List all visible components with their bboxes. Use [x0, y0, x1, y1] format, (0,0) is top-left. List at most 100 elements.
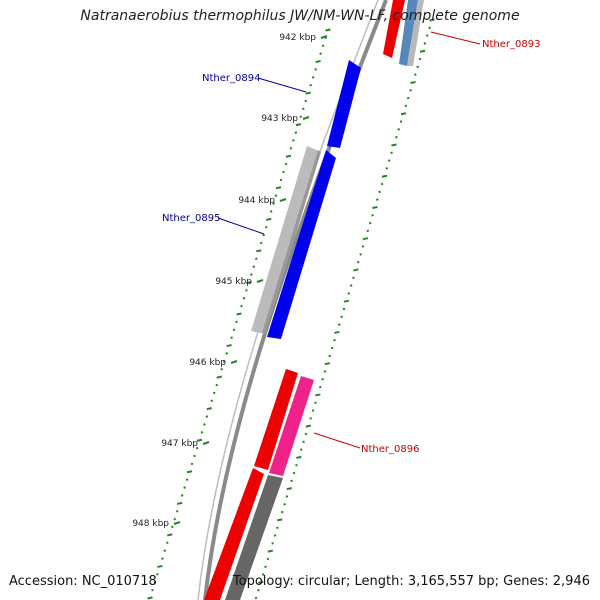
- lower-red-strand: [204, 468, 264, 600]
- right-ring-dot: [429, 18, 435, 22]
- right-ring-dot: [414, 73, 417, 76]
- left-ring-dot: [183, 486, 186, 489]
- left-ring-dot: [264, 225, 268, 229]
- right-ring-dot: [261, 573, 265, 576]
- left-ring-dot: [311, 76, 315, 79]
- right-ring-dot: [340, 315, 343, 319]
- right-ring-dot: [390, 151, 393, 155]
- right-ring-dot: [347, 292, 351, 295]
- left-ring-dot: [190, 462, 194, 466]
- left-ring-dot: [222, 360, 226, 363]
- left-ring-dot: [186, 470, 193, 474]
- right-ring-dot: [305, 424, 312, 428]
- gene-block-0893-grey: [407, 0, 424, 66]
- left-ring-dot: [274, 194, 278, 197]
- leader-0896: [313, 432, 361, 449]
- leader-0894: [257, 77, 307, 93]
- accession-label: Accession: NC_010718: [9, 574, 157, 589]
- left-ring-dot: [240, 304, 243, 308]
- left-ring-dot: [321, 44, 325, 48]
- left-ring-dot: [210, 399, 214, 403]
- right-ring-dot: [318, 385, 322, 389]
- left-ring-dot: [282, 170, 285, 174]
- gene-block-0895-blue: [267, 150, 336, 339]
- right-ring-dot: [428, 26, 431, 30]
- gene-block-0896-red: [254, 369, 298, 470]
- left-ring-dot: [255, 257, 258, 261]
- left-ring-dot: [252, 265, 256, 268]
- right-ring-dot: [361, 245, 365, 248]
- left-ring-dot: [220, 367, 223, 371]
- left-ring-dot: [176, 501, 183, 505]
- left-ring-dot: [175, 509, 179, 513]
- right-ring-dot: [283, 503, 286, 506]
- right-ring-dot: [376, 198, 379, 201]
- tick-mark: [302, 116, 310, 120]
- right-ring-dot: [368, 221, 372, 225]
- left-ring-dot: [314, 68, 317, 71]
- right-ring-dot: [264, 565, 267, 569]
- left-ring-dot: [153, 580, 157, 584]
- left-ring-dot: [167, 533, 173, 537]
- left-ring-dot: [232, 328, 236, 332]
- left-ring-dot: [163, 549, 167, 552]
- right-ring-dot: [321, 378, 324, 381]
- right-ring-dot: [349, 284, 353, 287]
- right-ring-dot: [416, 65, 420, 69]
- left-ring-dot: [180, 494, 184, 497]
- left-ring-dot: [216, 375, 222, 379]
- topology-label: Topology: circular; Length: 3,165,557 bp…: [232, 574, 590, 589]
- tick-label: 944 kbp: [238, 196, 275, 206]
- gene-label-lines: [217, 31, 481, 449]
- right-ring-dot: [380, 182, 384, 186]
- gene-label-0893: Nther_0893: [482, 39, 540, 50]
- left-ring-dot: [305, 91, 311, 95]
- left-ring-dot: [193, 454, 196, 458]
- right-ring-dot: [378, 190, 381, 194]
- tick-mark: [279, 198, 287, 202]
- tick-label: 948 kbp: [132, 519, 169, 529]
- gene-block-0896-magenta: [269, 376, 314, 476]
- gene-label-0894: Nther_0894: [202, 73, 260, 84]
- left-ring-dot: [246, 280, 252, 284]
- left-ring-dot: [324, 36, 327, 40]
- right-ring-dot: [353, 268, 359, 272]
- gene-block-0893-lightblue: [399, 0, 418, 66]
- left-ring-dot: [289, 147, 293, 150]
- right-ring-dot: [257, 588, 260, 592]
- right-ring-dot: [356, 260, 360, 264]
- lower-grey-strand: [225, 475, 283, 600]
- right-ring-dot: [286, 487, 292, 491]
- left-ring-dot: [315, 60, 321, 64]
- left-ring-dot: [151, 588, 154, 592]
- left-ring-dot: [236, 312, 242, 316]
- left-ring-dot: [309, 83, 312, 87]
- leader-0895: [217, 217, 265, 235]
- tick-label: 946 kbp: [189, 358, 226, 368]
- tick-mark: [230, 360, 238, 364]
- right-ring-dot: [266, 557, 270, 561]
- gene-block-0895-grey: [251, 146, 321, 334]
- left-ring-dot: [269, 210, 273, 213]
- left-ring-dot: [212, 391, 216, 395]
- left-ring-dot: [325, 28, 331, 32]
- right-ring-dot: [337, 323, 341, 326]
- right-ring-dot: [387, 159, 391, 162]
- left-ring-dot: [195, 446, 199, 450]
- gene-block-0894-blue: [327, 60, 361, 148]
- left-ring-dot: [245, 289, 248, 292]
- left-ring-dot: [284, 162, 288, 166]
- right-ring-dot: [406, 96, 410, 100]
- right-ring-dot: [277, 518, 283, 522]
- right-ring-dot: [290, 479, 293, 483]
- right-ring-dot: [409, 89, 412, 92]
- left-ring-dot: [272, 202, 275, 205]
- left-ring-dot: [185, 478, 189, 481]
- right-ring-dot: [400, 112, 407, 116]
- left-ring-dot: [259, 241, 263, 245]
- left-ring-dot: [292, 139, 295, 142]
- feature-blocks: [204, 0, 424, 600]
- right-ring-dot: [323, 370, 327, 373]
- tick-label: 947 kbp: [161, 439, 198, 449]
- left-ring-dot: [294, 131, 298, 134]
